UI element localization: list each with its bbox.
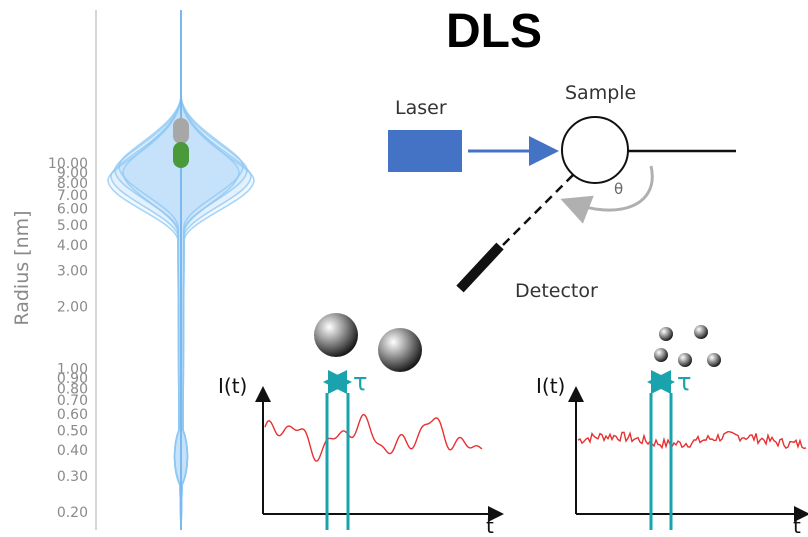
radius-tick-label: 8.00	[57, 176, 88, 192]
small-particle	[659, 327, 673, 341]
radius-tick-label: 7.00	[57, 188, 88, 204]
intensity-label: I(t)	[218, 374, 247, 398]
dls-setup: Laser Sample θ Detector	[388, 82, 736, 302]
violin-plot: 10.009.008.007.006.005.00 4.00 3.00 2.00 1.0…	[11, 10, 255, 531]
sample-label: Sample	[565, 82, 636, 104]
small-particle	[678, 353, 692, 367]
radius-ticks: 10.009.008.007.006.005.00 4.00 3.00 2.00 1.0…	[48, 156, 88, 521]
signal-panel-small: I(t) t τ	[536, 325, 808, 537]
radius-tick-label: 5.00	[57, 218, 88, 234]
marker-green	[173, 142, 189, 168]
radius-tick-label: 0.60	[57, 407, 88, 423]
signal-panel-large: I(t) t τ	[218, 313, 504, 537]
radius-tick-label: 1.00	[57, 361, 88, 377]
radius-tick-label: 0.30	[57, 469, 88, 485]
radius-axis-label: Radius [nm]	[11, 210, 33, 325]
time-label: t	[793, 514, 801, 537]
tau-label: τ	[677, 368, 691, 396]
time-label: t	[486, 514, 494, 537]
detector-label: Detector	[515, 280, 598, 302]
radius-tick-label: 0.20	[57, 505, 88, 521]
large-particle	[314, 313, 358, 357]
large-particle	[378, 328, 422, 372]
small-particle	[694, 325, 708, 339]
radius-tick-label: 0.70	[57, 393, 88, 409]
radius-tick-label: 0.50	[57, 423, 88, 439]
angle-label: θ	[614, 180, 623, 198]
radius-tick-label: 6.00	[57, 202, 88, 218]
page-title: DLS	[446, 5, 542, 58]
intensity-trace	[577, 430, 807, 450]
radius-tick-label: 2.00	[57, 300, 88, 316]
intensity-label: I(t)	[536, 374, 565, 398]
radius-tick-label: 10.00	[48, 156, 88, 172]
angle-arrow	[560, 165, 654, 224]
small-particle	[654, 348, 668, 362]
tau-label: τ	[353, 368, 367, 396]
laser-label: Laser	[395, 97, 447, 119]
radius-tick-label: 3.00	[57, 263, 88, 279]
radius-tick-label: 4.00	[57, 238, 88, 254]
detector	[456, 242, 504, 293]
laser-box	[388, 130, 462, 172]
median-markers	[173, 118, 189, 168]
radius-tick-label: 0.90	[57, 371, 88, 387]
intensity-trace	[264, 413, 483, 462]
radius-tick-label: 0.40	[57, 443, 88, 459]
marker-gray	[173, 118, 189, 144]
radius-tick-label: 9.00	[57, 165, 88, 181]
radius-tick-label: 0.80	[57, 381, 88, 397]
scatter-path	[489, 174, 574, 259]
small-particle	[707, 353, 721, 367]
violin-shapes	[107, 10, 255, 531]
sample-circle	[561, 116, 629, 184]
